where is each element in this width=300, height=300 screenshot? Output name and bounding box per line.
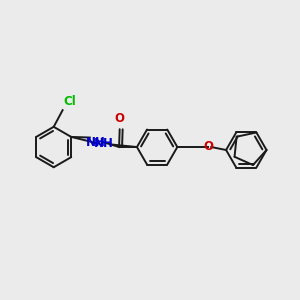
Text: O: O: [203, 140, 213, 153]
Text: NH: NH: [94, 137, 114, 150]
Text: O: O: [115, 112, 125, 125]
Text: Cl: Cl: [64, 95, 76, 108]
Text: NH: NH: [86, 136, 106, 149]
